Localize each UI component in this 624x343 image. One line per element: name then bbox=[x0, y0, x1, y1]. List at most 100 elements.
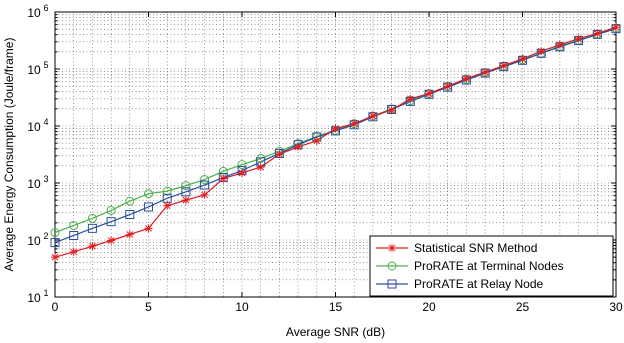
marker-star-stroke bbox=[444, 82, 452, 90]
marker-star bbox=[144, 224, 153, 233]
marker-star-stroke bbox=[201, 191, 208, 199]
marker-star bbox=[219, 174, 228, 183]
marker-square bbox=[181, 187, 191, 197]
marker-square bbox=[200, 180, 210, 190]
marker-star-stroke bbox=[369, 112, 377, 120]
marker-star bbox=[593, 29, 602, 38]
marker-star-stroke bbox=[425, 90, 433, 97]
legend: Statistical SNR Method ProRATE at Termina… bbox=[369, 235, 614, 297]
marker-star bbox=[388, 244, 396, 252]
axis-ticks bbox=[54, 11, 617, 298]
marker-circle bbox=[237, 160, 247, 170]
marker-star bbox=[181, 196, 190, 205]
series-markers bbox=[50, 23, 621, 262]
marker-star bbox=[331, 124, 340, 133]
marker-star bbox=[88, 242, 97, 251]
legend-entry: ProRATE at Terminal Nodes bbox=[376, 259, 564, 273]
y-tick-label-base: 10 bbox=[27, 120, 41, 134]
marker-star bbox=[425, 89, 433, 98]
y-tick-label-exponent: 6 bbox=[43, 3, 48, 13]
marker-star bbox=[481, 68, 490, 77]
x-tick-label: 15 bbox=[329, 300, 343, 314]
y-axis-label: Average Energy Consumption (Joule/frame) bbox=[2, 38, 16, 272]
y-tick-label: 10 2 bbox=[27, 231, 48, 248]
series-markers-group bbox=[51, 23, 620, 262]
marker-circle bbox=[87, 213, 97, 223]
y-tick-label: 10 1 bbox=[27, 288, 48, 305]
x-axis-label: Average SNR (dB) bbox=[286, 325, 385, 339]
marker-square bbox=[69, 230, 79, 240]
marker-square bbox=[106, 217, 116, 227]
marker-star bbox=[200, 190, 209, 199]
y-tick-label: 10 6 bbox=[27, 3, 48, 20]
x-tick-label: 20 bbox=[422, 300, 436, 314]
marker-star bbox=[518, 54, 527, 63]
marker-star bbox=[312, 136, 321, 145]
marker-star bbox=[275, 150, 284, 159]
legend-label: Statistical SNR Method bbox=[414, 241, 537, 255]
y-tick-label: 10 3 bbox=[27, 174, 48, 191]
marker-star-stroke bbox=[89, 242, 96, 250]
marker-star-stroke bbox=[575, 35, 582, 43]
marker-star bbox=[51, 253, 59, 262]
marker-star-stroke bbox=[238, 169, 246, 177]
legend-entry: Statistical SNR Method bbox=[376, 241, 537, 255]
x-tick-labels: 0 5 10 15 20 25 30 bbox=[52, 300, 623, 314]
marker-circle bbox=[125, 196, 135, 206]
marker-star-stroke bbox=[350, 120, 358, 127]
marker-star-stroke bbox=[107, 237, 115, 244]
marker-star bbox=[238, 168, 246, 177]
marker-circle bbox=[181, 181, 191, 191]
legend-label: ProRATE at Relay Node bbox=[414, 277, 543, 291]
marker-square bbox=[87, 223, 97, 233]
marker-circle bbox=[50, 228, 60, 238]
marker-circle bbox=[144, 189, 153, 199]
legend-entry: ProRATE at Relay Node bbox=[376, 277, 543, 291]
y-tick-label-base: 10 bbox=[27, 234, 41, 248]
marker-square bbox=[144, 202, 153, 212]
marker-star-stroke bbox=[593, 30, 601, 37]
marker-star bbox=[387, 106, 396, 115]
marker-square bbox=[50, 238, 60, 248]
y-tick-label: 10 5 bbox=[27, 60, 48, 77]
marker-star-stroke bbox=[612, 23, 620, 31]
marker-circle bbox=[387, 261, 397, 271]
marker-star-stroke bbox=[294, 143, 302, 151]
marker-square bbox=[125, 210, 135, 220]
marker-star-stroke bbox=[313, 137, 321, 145]
y-tick-label-exponent: 5 bbox=[43, 60, 48, 70]
y-tick-label: 10 4 bbox=[27, 117, 48, 134]
marker-star bbox=[443, 82, 452, 91]
marker-star-stroke bbox=[70, 248, 78, 256]
marker-square bbox=[387, 279, 397, 289]
marker-star bbox=[125, 230, 134, 239]
marker-circle bbox=[162, 186, 172, 196]
marker-star bbox=[163, 201, 172, 210]
marker-star-stroke bbox=[463, 75, 470, 82]
marker-star-stroke bbox=[276, 150, 283, 158]
y-tick-label-exponent: 4 bbox=[43, 117, 48, 127]
marker-circle bbox=[106, 205, 116, 215]
marker-star-stroke bbox=[388, 244, 396, 252]
x-tick-label: 25 bbox=[516, 300, 530, 314]
marker-star bbox=[612, 23, 620, 32]
marker-star-stroke bbox=[537, 47, 545, 55]
marker-star bbox=[368, 111, 377, 120]
marker-star-stroke bbox=[51, 253, 59, 261]
marker-circle bbox=[200, 175, 210, 185]
marker-star-stroke bbox=[182, 196, 190, 204]
marker-star-stroke bbox=[406, 95, 414, 103]
marker-star bbox=[499, 61, 508, 70]
marker-star-stroke bbox=[519, 55, 526, 63]
marker-star bbox=[294, 142, 303, 151]
y-tick-label-base: 10 bbox=[27, 177, 41, 191]
x-tick-label: 5 bbox=[145, 300, 152, 314]
marker-star bbox=[555, 40, 564, 49]
marker-star bbox=[462, 74, 471, 83]
marker-star bbox=[406, 94, 415, 103]
marker-star bbox=[107, 236, 116, 245]
y-tick-label-base: 10 bbox=[27, 291, 41, 305]
legend-box bbox=[369, 235, 614, 297]
